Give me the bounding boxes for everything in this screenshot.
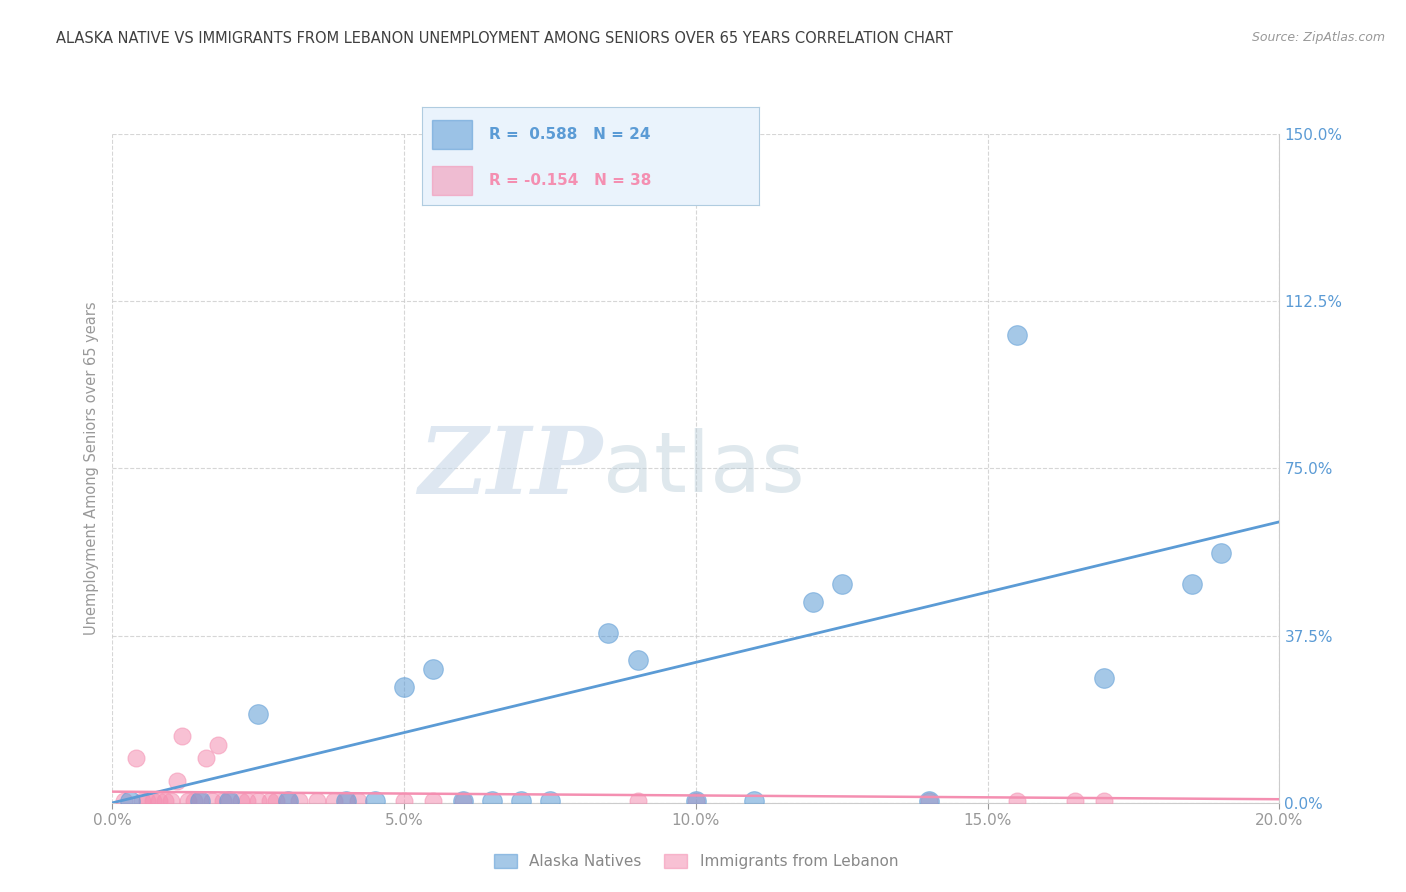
- Point: [235, 794, 257, 808]
- Text: R = -0.154   N = 38: R = -0.154 N = 38: [489, 173, 651, 188]
- Point: [160, 794, 183, 808]
- Point: [685, 794, 707, 808]
- Point: [207, 738, 229, 752]
- Point: [305, 794, 328, 808]
- Point: [918, 794, 941, 808]
- Point: [112, 794, 135, 808]
- Point: [194, 751, 217, 765]
- Point: [177, 794, 200, 808]
- Point: [1064, 794, 1087, 808]
- Text: R =  0.588   N = 24: R = 0.588 N = 24: [489, 127, 651, 142]
- Point: [201, 794, 224, 808]
- Point: [118, 794, 141, 808]
- Point: [392, 680, 416, 694]
- Point: [1209, 546, 1232, 560]
- Point: [247, 794, 270, 808]
- Legend: Alaska Natives, Immigrants from Lebanon: Alaska Natives, Immigrants from Lebanon: [488, 848, 904, 875]
- Point: [335, 794, 357, 808]
- Point: [323, 794, 346, 808]
- Point: [481, 794, 503, 808]
- Point: [509, 794, 531, 808]
- Point: [685, 794, 707, 808]
- Text: Source: ZipAtlas.com: Source: ZipAtlas.com: [1251, 31, 1385, 45]
- Text: ZIP: ZIP: [419, 424, 603, 513]
- Point: [153, 794, 176, 808]
- Point: [742, 794, 765, 808]
- Point: [247, 706, 270, 721]
- Point: [259, 794, 281, 808]
- Bar: [432, 166, 472, 195]
- Point: [142, 794, 165, 808]
- Point: [918, 794, 941, 808]
- Point: [451, 794, 474, 808]
- Point: [801, 595, 824, 609]
- Point: [1005, 794, 1028, 808]
- Point: [335, 794, 357, 808]
- Point: [451, 794, 474, 808]
- Point: [422, 794, 444, 808]
- Point: [1092, 671, 1115, 685]
- Point: [131, 794, 153, 808]
- Point: [188, 794, 211, 808]
- Point: [212, 794, 235, 808]
- Bar: [432, 120, 472, 149]
- Point: [346, 794, 368, 808]
- Point: [166, 773, 188, 788]
- Point: [136, 794, 159, 808]
- Point: [1005, 327, 1028, 342]
- Point: [598, 626, 620, 640]
- Text: atlas: atlas: [603, 428, 804, 508]
- Point: [626, 794, 648, 808]
- Point: [148, 794, 170, 808]
- Point: [422, 662, 444, 676]
- Point: [831, 577, 853, 591]
- Point: [218, 794, 240, 808]
- Point: [538, 794, 561, 808]
- Point: [276, 794, 298, 808]
- Point: [218, 794, 240, 808]
- Text: ALASKA NATIVE VS IMMIGRANTS FROM LEBANON UNEMPLOYMENT AMONG SENIORS OVER 65 YEAR: ALASKA NATIVE VS IMMIGRANTS FROM LEBANON…: [56, 31, 953, 46]
- Point: [1181, 577, 1204, 591]
- Point: [183, 794, 205, 808]
- Y-axis label: Unemployment Among Seniors over 65 years: Unemployment Among Seniors over 65 years: [83, 301, 98, 635]
- Point: [188, 794, 211, 808]
- Point: [1092, 794, 1115, 808]
- Point: [264, 794, 287, 808]
- Point: [364, 794, 387, 808]
- Point: [626, 653, 648, 667]
- Point: [172, 729, 194, 743]
- Point: [288, 794, 311, 808]
- Point: [276, 794, 298, 808]
- Point: [392, 794, 416, 808]
- Point: [229, 794, 252, 808]
- Point: [125, 751, 148, 765]
